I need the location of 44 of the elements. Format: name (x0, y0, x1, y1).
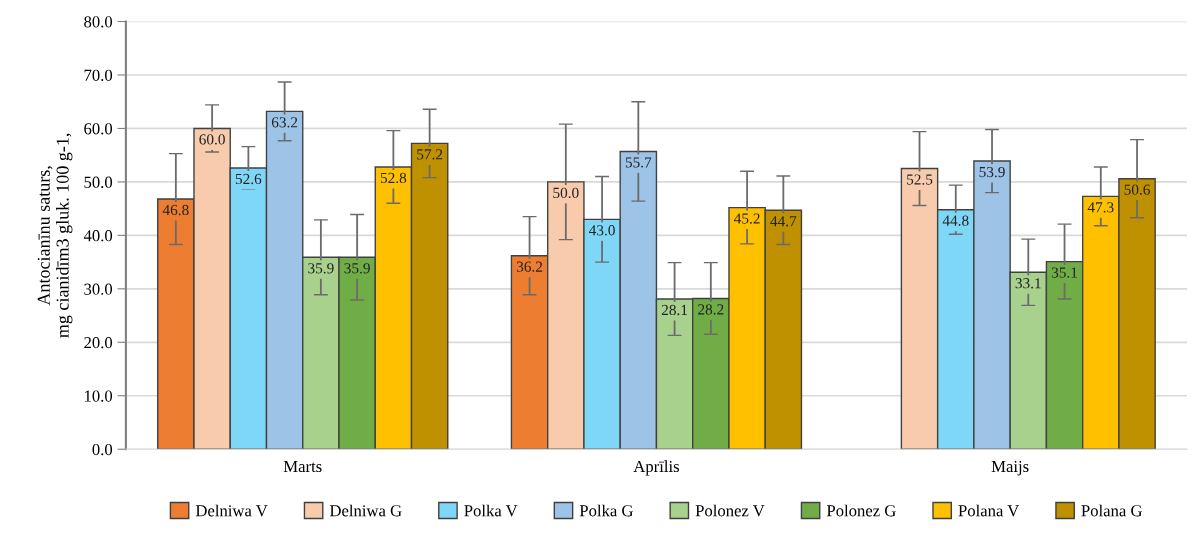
data-label: 44.7 (770, 216, 797, 227)
data-label: 57.2 (417, 149, 443, 160)
y-tick-label: 60.0 (84, 123, 113, 135)
data-label: 60.0 (199, 134, 225, 145)
y-tick-label: 50.0 (84, 176, 113, 188)
data-label: 28.2 (698, 304, 724, 315)
data-label: 55.7 (625, 157, 652, 168)
data-label: 28.1 (661, 304, 688, 316)
legend-label: Polana V (958, 504, 1020, 517)
data-label: 46.8 (162, 204, 189, 216)
data-label: 52.8 (380, 172, 407, 184)
data-label: 63.2 (271, 117, 298, 128)
data-label: 52.5 (907, 174, 933, 185)
legend-label: Polka V (464, 504, 518, 517)
legend-label: Delniwa G (329, 504, 402, 517)
x-tick-label: Maijs (991, 460, 1029, 476)
data-label: 44.8 (942, 215, 969, 226)
y-tick-label: 40.0 (83, 230, 113, 242)
x-tick-label: Marts (283, 460, 322, 473)
legend-label: Polana G (1081, 504, 1142, 517)
y-tick-label: 0.0 (92, 443, 113, 456)
y-tick-label: 80.0 (84, 16, 113, 28)
data-label: 35.9 (344, 263, 370, 274)
data-label: 43.0 (589, 225, 615, 236)
x-tick-label: Aprīlis (633, 460, 679, 476)
data-label: 35.9 (308, 263, 334, 274)
legend-label: Delniwa V (195, 504, 268, 517)
data-label: 33.1 (1015, 278, 1041, 289)
data-label: 53.9 (979, 166, 1005, 178)
y-tick-label: 70.0 (84, 69, 113, 81)
data-label: 36.2 (516, 261, 543, 272)
y-tick-label: 30.0 (84, 283, 113, 295)
legend-label: Polka G (579, 504, 633, 517)
y-tick-label: 10.0 (85, 390, 113, 402)
data-label: 52.6 (235, 173, 262, 185)
y-tick-label: 20.0 (84, 337, 113, 349)
legend-label: Polonez V (695, 504, 765, 517)
y-axis-title: Antocianīnu saturs, mg cianidīm3 gluk. 100 g-1, (37, 133, 73, 338)
data-label: 47.3 (1087, 202, 1114, 213)
data-label: 45.2 (734, 213, 760, 224)
data-label: 35.1 (1051, 267, 1077, 278)
data-label: 50.0 (553, 187, 579, 199)
legend-label: Polonez G (826, 504, 896, 517)
data-label: 50.6 (1124, 184, 1150, 195)
